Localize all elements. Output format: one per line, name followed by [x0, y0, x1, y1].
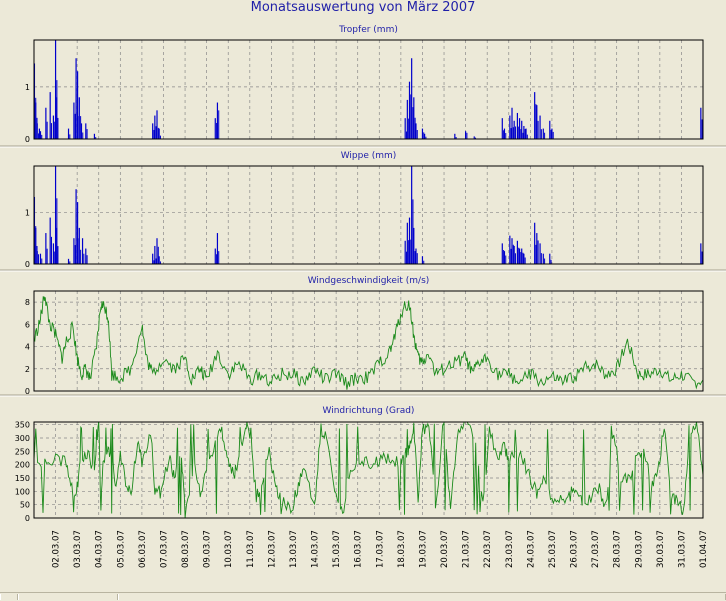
y-tick-label: 0: [25, 260, 30, 269]
x-tick-label: 07.03.07: [159, 530, 169, 568]
y-tick-label: 0: [25, 387, 30, 396]
plot-frame: [33, 39, 704, 140]
status-cell: [0, 594, 18, 600]
y-tick-label: 150: [15, 474, 30, 483]
x-tick-label: 27.03.07: [591, 530, 601, 568]
x-tick-label: 10.03.07: [224, 530, 234, 568]
x-tick-label: 29.03.07: [634, 530, 644, 568]
x-tick-label: 24.03.07: [526, 530, 536, 568]
x-tick-label: 22.03.07: [483, 530, 493, 568]
y-tick-label: 4: [25, 343, 30, 352]
x-tick-label: 05.03.07: [116, 530, 126, 568]
chart-title: Tropfer (mm): [338, 25, 398, 35]
y-tick-label: 350: [15, 421, 30, 430]
x-tick-label: 06.03.07: [138, 530, 148, 568]
x-tick-label: 31.03.07: [677, 530, 687, 568]
y-tick-label: 1: [25, 83, 30, 92]
x-tick-label: 28.03.07: [613, 530, 623, 568]
x-tick-label: 21.03.07: [462, 530, 472, 568]
x-tick-label: 25.03.07: [548, 530, 558, 568]
y-tick-label: 6: [25, 320, 30, 329]
wind-speed-line: [33, 296, 704, 390]
x-tick-label: 01.04.07: [699, 530, 709, 568]
x-tick-label: 09.03.07: [203, 530, 213, 568]
x-tick-label: 02.03.07: [52, 530, 62, 568]
y-tick-label: 250: [15, 447, 30, 456]
y-tick-label: 50: [20, 501, 30, 510]
x-tick-label: 18.03.07: [397, 530, 407, 568]
x-tick-label: 30.03.07: [656, 530, 666, 568]
status-cell: [18, 594, 118, 600]
chart-title: Wippe (mm): [341, 151, 397, 161]
y-tick-label: 200: [15, 461, 30, 470]
x-tick-label: 15.03.07: [332, 530, 342, 568]
y-tick-label: 0: [25, 514, 30, 523]
y-tick-label: 1: [25, 208, 30, 217]
x-tick-label: 17.03.07: [375, 530, 385, 568]
page-title: Monatsauswertung von März 2007: [250, 0, 476, 15]
plot-frame: [33, 165, 704, 265]
plot-frame: [33, 290, 704, 392]
x-tick-label: 14.03.07: [311, 530, 321, 568]
y-tick-label: 300: [15, 434, 30, 443]
x-tick-label: 04.03.07: [95, 530, 105, 568]
x-tick-label: 13.03.07: [289, 530, 299, 568]
chart-title: Windgeschwindigkeit (m/s): [308, 276, 430, 286]
y-tick-label: 0: [25, 135, 30, 144]
plot-frame: [33, 421, 704, 519]
x-tick-label: 11.03.07: [246, 530, 256, 568]
y-tick-label: 8: [25, 298, 30, 307]
x-tick-label: 19.03.07: [418, 530, 428, 568]
x-tick-label: 12.03.07: [267, 530, 277, 568]
x-tick-label: 20.03.07: [440, 530, 450, 568]
wind-direction-line: [33, 421, 704, 519]
chart-title: Windrichtung (Grad): [323, 406, 415, 416]
status-cell: [118, 594, 726, 600]
y-tick-label: 100: [15, 487, 30, 496]
x-tick-label: 16.03.07: [354, 530, 364, 568]
x-tick-label: 23.03.07: [505, 530, 515, 568]
x-tick-label: 03.03.07: [73, 530, 83, 568]
x-tick-label: 26.03.07: [570, 530, 580, 568]
y-tick-label: 2: [25, 365, 30, 374]
x-tick-label: 08.03.07: [181, 530, 191, 568]
